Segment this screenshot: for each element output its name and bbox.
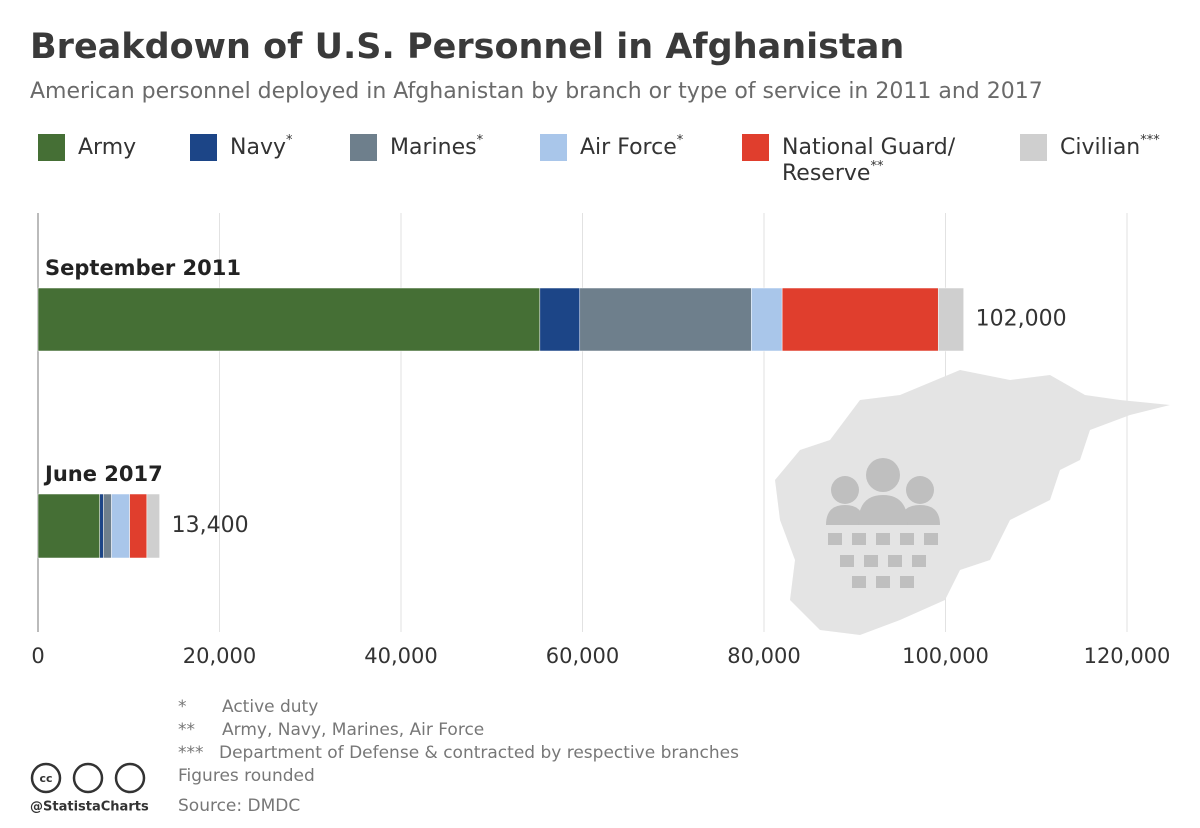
footnote-marker: *** [178, 743, 204, 763]
legend-note: * [286, 133, 293, 148]
legend-note: * [477, 133, 484, 148]
cc-icon-text: cc [39, 772, 52, 785]
chart-subtitle: American personnel deployed in Afghanist… [30, 79, 1043, 104]
legend-label-line: National Guard/ [782, 135, 956, 160]
bar-segment [539, 287, 581, 352]
footnote-marker: ** [178, 720, 195, 740]
legend-label-line: Reserve [782, 161, 870, 186]
footnote-text: Department of Defense & contracted by re… [219, 743, 739, 763]
legend-note: * [677, 133, 684, 148]
legend-label: Army [78, 135, 136, 160]
legend-swatch [190, 134, 217, 161]
footnote-text: Army, Navy, Marines, Air Force [222, 720, 484, 740]
bar-segment [99, 493, 104, 559]
legend-note: *** [1140, 133, 1160, 148]
legend-label: Marines* [390, 133, 484, 161]
map-decoration [775, 370, 1170, 635]
bar-segment [937, 287, 964, 352]
cc-icons [30, 762, 146, 794]
footnote-text: Active duty [222, 697, 318, 717]
legend-swatch [1020, 134, 1047, 161]
legend-swatch [742, 134, 769, 161]
bar-segment [103, 493, 112, 559]
bar-segment [579, 287, 752, 352]
people-icon [826, 458, 940, 588]
bar-segment [111, 493, 130, 559]
x-tick-label: 80,000 [727, 644, 800, 668]
bar-segment [781, 287, 939, 352]
x-tick-label: 40,000 [364, 644, 437, 668]
x-tick-label: 0 [31, 644, 44, 668]
legend-note: ** [870, 159, 884, 174]
category-label: June 2017 [43, 462, 163, 486]
footnote-marker: * [178, 697, 187, 717]
credit: @StatistaCharts [30, 800, 149, 815]
bar-segment [146, 493, 160, 559]
legend-label: National Guard/Reserve** [782, 135, 956, 186]
legend-swatch [350, 134, 377, 161]
x-tick-label: 20,000 [183, 644, 256, 668]
category-label: September 2011 [45, 256, 241, 280]
chart-title: Breakdown of U.S. Personnel in Afghanist… [30, 27, 904, 67]
bar-segment [37, 493, 100, 559]
total-label: 13,400 [172, 513, 249, 538]
x-tick-label: 120,000 [1084, 644, 1171, 668]
source: Source: DMDC [178, 796, 300, 816]
bar-segment [129, 493, 148, 559]
footnote-note: Figures rounded [178, 766, 315, 786]
legend-label: Navy* [230, 133, 293, 161]
x-tick-label: 100,000 [902, 644, 989, 668]
x-tick-label: 60,000 [546, 644, 619, 668]
legend-swatch [540, 134, 567, 161]
bar-segment [751, 287, 783, 352]
legend-swatch [38, 134, 65, 161]
legend-label: Air Force* [580, 133, 684, 161]
legend-label: Civilian*** [1060, 133, 1160, 161]
bar-segment [37, 287, 541, 352]
total-label: 102,000 [976, 307, 1067, 332]
